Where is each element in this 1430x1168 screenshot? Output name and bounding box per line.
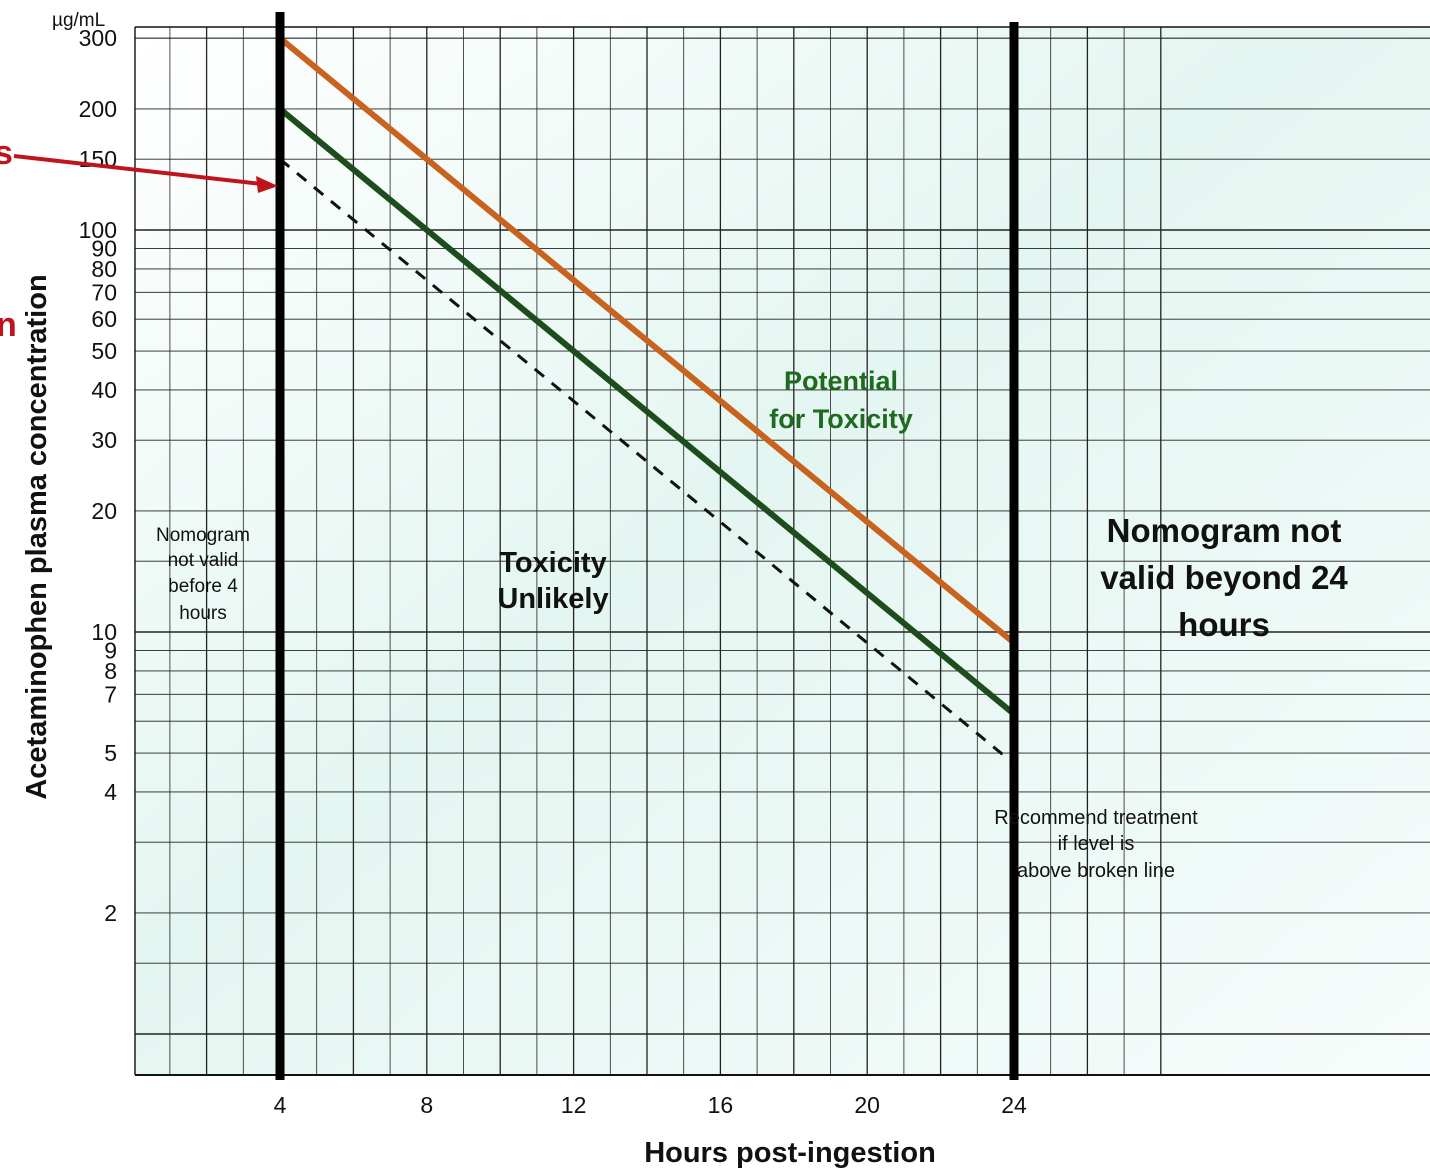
x-tick-label: 8 xyxy=(420,1092,433,1118)
note-before-4-line2: not valid xyxy=(168,550,239,571)
y-tick-label: 4 xyxy=(104,779,117,805)
x-tick-label: 16 xyxy=(708,1092,734,1118)
note-before-4-line3: before 4 xyxy=(168,576,238,597)
y-tick-label: 7 xyxy=(104,681,117,707)
y-tick-label: 50 xyxy=(91,338,117,364)
recommend-line1: Recommend treatment xyxy=(994,807,1198,829)
y-tick-label: 8 xyxy=(104,658,117,684)
x-tick-label: 24 xyxy=(1001,1092,1027,1118)
y-tick-label: 80 xyxy=(91,256,117,282)
y-tick-label: 5 xyxy=(104,740,117,766)
x-tick-labels: 4 8 12 16 20 24 xyxy=(274,1092,1027,1118)
recommend-line3: above broken line xyxy=(1017,860,1175,882)
x-tick-label: 4 xyxy=(274,1092,287,1118)
toxicity-unlikely-line1: Toxicity xyxy=(499,547,606,579)
x-tick-label: 12 xyxy=(561,1092,587,1118)
y-tick-label: 200 xyxy=(79,96,117,122)
note-before-4-line1: Nomogram xyxy=(156,525,250,546)
beyond-24-line3: hours xyxy=(1178,606,1270,643)
potential-toxicity-line1: Potential xyxy=(784,366,898,396)
y-tick-label: 2 xyxy=(104,900,117,926)
x-tick-label: 20 xyxy=(854,1092,880,1118)
boundary-lines xyxy=(275,12,1019,1080)
note-before-4-line4: hours xyxy=(179,603,227,624)
y-tick-label: 100 xyxy=(79,217,117,243)
y-tick-label: 60 xyxy=(91,306,117,332)
x-axis-label: Hours post-ingestion xyxy=(644,1137,936,1168)
y-tick-label: 10 xyxy=(91,619,117,645)
clipped-label-n: n xyxy=(0,306,17,344)
potential-toxicity-line2: for Toxicity xyxy=(769,404,913,434)
y-tick-label: 70 xyxy=(91,279,117,305)
y-unit-label: µg/mL xyxy=(52,10,105,31)
y-tick-label: 30 xyxy=(91,427,117,453)
recommend-line2: if level is xyxy=(1058,833,1135,855)
y-axis-label: Acetaminophen plasma concentration xyxy=(21,274,53,799)
pointer-arrow xyxy=(13,154,278,193)
series-lines xyxy=(278,35,1016,765)
y-tick-label: 40 xyxy=(91,377,117,403)
series-line-2 xyxy=(278,106,1016,717)
beyond-24-line1: Nomogram not xyxy=(1107,512,1342,549)
plot-background xyxy=(135,27,1430,1075)
y-tick-label: 300 xyxy=(79,25,117,51)
y-tick-label: 20 xyxy=(91,498,117,524)
toxicity-unlikely-line2: Unlikely xyxy=(497,583,608,615)
y-tick-label: 9 xyxy=(104,637,117,663)
grid xyxy=(134,26,1430,1076)
series-line-1 xyxy=(278,35,1016,646)
clipped-label-s: s xyxy=(0,134,13,172)
series-line-3 xyxy=(279,158,1015,765)
y-tick-label: 90 xyxy=(91,235,117,261)
beyond-24-line2: valid beyond 24 xyxy=(1100,559,1348,596)
